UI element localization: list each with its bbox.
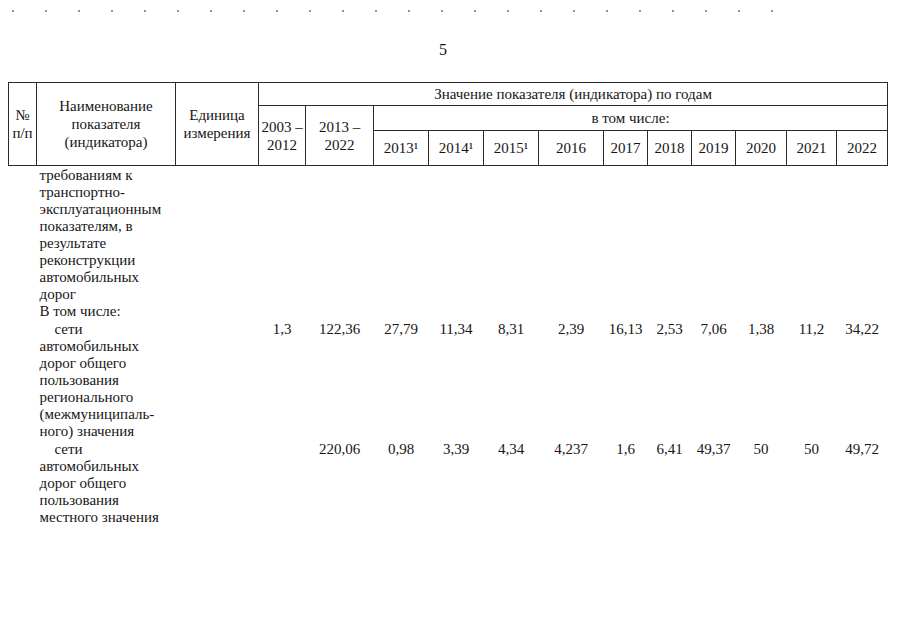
value-cell: 122,36 bbox=[306, 320, 374, 440]
empty-cell bbox=[648, 166, 692, 321]
value-cell bbox=[259, 440, 306, 526]
value-cell: 50 bbox=[736, 440, 787, 526]
header-cell-including: в том числе: bbox=[374, 106, 888, 131]
value-cell: 8,31 bbox=[484, 320, 539, 440]
empty-cell bbox=[837, 166, 888, 321]
header-cell-indicator-name: Наименование показателя (индикатора) bbox=[37, 83, 176, 166]
value-cell: 7,06 bbox=[692, 320, 736, 440]
value-cell: 34,22 bbox=[837, 320, 888, 440]
empty-cell bbox=[736, 166, 787, 321]
value-cell: 4,34 bbox=[484, 440, 539, 526]
indicator-name-cell: сети автомобильных дорог общего пользова… bbox=[37, 320, 176, 440]
value-cell: 49,37 bbox=[692, 440, 736, 526]
indicator-name-cell: требованиям к транспортно- эксплуатацион… bbox=[37, 166, 176, 321]
table-row: требованиям к транспортно- эксплуатацион… bbox=[9, 166, 888, 321]
value-cell: 11,2 bbox=[787, 320, 837, 440]
value-cell: 2,39 bbox=[539, 320, 604, 440]
empty-cell bbox=[539, 166, 604, 321]
indicator-name-cell: сети автомобильных дорог общего пользова… bbox=[37, 440, 176, 526]
indicator-values-table: № п/п Наименование показателя (индикатор… bbox=[8, 82, 888, 526]
header-cell-year-2014: 2014¹ bbox=[429, 131, 484, 166]
empty-cell bbox=[176, 440, 259, 526]
empty-cell bbox=[9, 320, 37, 440]
value-cell: 6,41 bbox=[648, 440, 692, 526]
header-cell-year-2018: 2018 bbox=[648, 131, 692, 166]
empty-cell bbox=[484, 166, 539, 321]
value-cell: 220,06 bbox=[306, 440, 374, 526]
header-cell-year-2021: 2021 bbox=[787, 131, 837, 166]
value-cell: 49,72 bbox=[837, 440, 888, 526]
value-cell: 1,6 bbox=[604, 440, 648, 526]
header-cell-year-2015: 2015¹ bbox=[484, 131, 539, 166]
header-cell-values-title: Значение показателя (индикатора) по года… bbox=[259, 83, 888, 106]
empty-cell bbox=[306, 166, 374, 321]
header-cell-period-2013-2022: 2013 – 2022 bbox=[306, 106, 374, 166]
page-number: 5 bbox=[0, 41, 886, 59]
header-cell-year-2022: 2022 bbox=[837, 131, 888, 166]
value-cell: 3,39 bbox=[429, 440, 484, 526]
value-cell: 2,53 bbox=[648, 320, 692, 440]
header-cell-period-2003-2012: 2003 – 2012 bbox=[259, 106, 306, 166]
table-row: сети автомобильных дорог общего пользова… bbox=[9, 320, 888, 440]
header-row-1: № п/п Наименование показателя (индикатор… bbox=[9, 83, 888, 106]
empty-cell bbox=[604, 166, 648, 321]
table-body: требованиям к транспортно- эксплуатацион… bbox=[9, 166, 888, 527]
empty-cell bbox=[259, 166, 306, 321]
value-cell: 4,237 bbox=[539, 440, 604, 526]
value-cell: 16,13 bbox=[604, 320, 648, 440]
value-cell: 27,79 bbox=[374, 320, 429, 440]
empty-cell bbox=[176, 320, 259, 440]
header-cell-year-2016: 2016 bbox=[539, 131, 604, 166]
header-cell-unit: Единица измерения bbox=[176, 83, 259, 166]
header-cell-year-2020: 2020 bbox=[736, 131, 787, 166]
header-cell-year-2017: 2017 bbox=[604, 131, 648, 166]
header-cell-num: № п/п bbox=[9, 83, 37, 166]
empty-cell bbox=[692, 166, 736, 321]
empty-cell bbox=[374, 166, 429, 321]
value-cell: 11,34 bbox=[429, 320, 484, 440]
empty-cell bbox=[176, 166, 259, 321]
empty-cell bbox=[9, 166, 37, 321]
scan-artifact-dots bbox=[12, 10, 797, 12]
table-row: сети автомобильных дорог общего пользова… bbox=[9, 440, 888, 526]
empty-cell bbox=[787, 166, 837, 321]
value-cell: 50 bbox=[787, 440, 837, 526]
empty-cell bbox=[9, 440, 37, 526]
value-cell: 1,38 bbox=[736, 320, 787, 440]
header-cell-year-2019: 2019 bbox=[692, 131, 736, 166]
value-cell: 1,3 bbox=[259, 320, 306, 440]
table-header: № п/п Наименование показателя (индикатор… bbox=[9, 83, 888, 166]
header-cell-year-2013: 2013¹ bbox=[374, 131, 429, 166]
empty-cell bbox=[429, 166, 484, 321]
value-cell: 0,98 bbox=[374, 440, 429, 526]
